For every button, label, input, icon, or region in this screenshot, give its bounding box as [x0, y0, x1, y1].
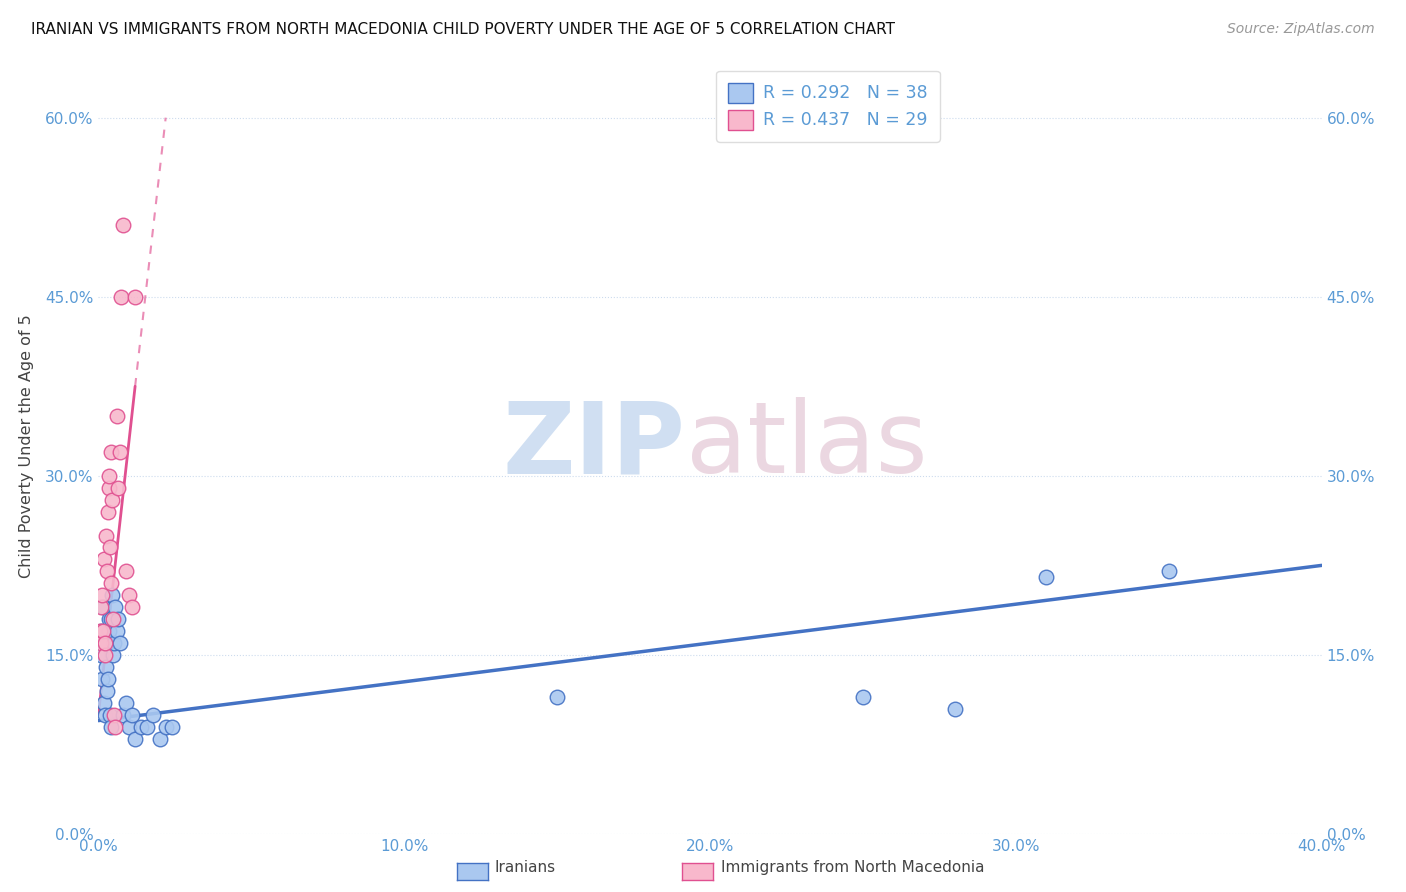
Point [103, 707, 125, 722]
Point [91, 624, 114, 638]
Point [100, 576, 122, 591]
Point [1035, 570, 1057, 584]
Point [100, 720, 122, 734]
Point [96, 565, 118, 579]
Point [115, 565, 138, 579]
Point [121, 707, 143, 722]
Point [94, 660, 117, 674]
Point [97, 612, 120, 626]
Point [852, 690, 875, 704]
Point [136, 720, 159, 734]
Y-axis label: Child Poverty Under the Age of 5: Child Poverty Under the Age of 5 [18, 314, 34, 578]
Point [101, 648, 124, 662]
Point [98, 541, 121, 555]
Point [90, 636, 112, 650]
Point [97, 505, 120, 519]
Point [94, 528, 117, 542]
Point [118, 720, 141, 734]
Point [91, 600, 114, 615]
Point [111, 218, 134, 232]
Point [149, 731, 172, 746]
Point [91, 672, 114, 686]
Point [142, 707, 165, 722]
Point [110, 290, 132, 304]
Point [111, 707, 134, 722]
Point [90, 600, 112, 615]
Point [107, 481, 129, 495]
Point [90, 648, 112, 662]
Text: ZIP: ZIP [503, 398, 686, 494]
Point [124, 290, 146, 304]
Point [546, 690, 568, 704]
Point [115, 696, 138, 710]
Point [91, 588, 114, 602]
Point [93, 707, 115, 722]
Point [90, 624, 112, 638]
Point [98, 707, 121, 722]
Point [93, 696, 115, 710]
Point [98, 468, 121, 483]
Point [129, 720, 152, 734]
Point [97, 481, 120, 495]
Point [89, 624, 111, 638]
Point [94, 636, 117, 650]
Point [97, 672, 120, 686]
Text: IRANIAN VS IMMIGRANTS FROM NORTH MACEDONIA CHILD POVERTY UNDER THE AGE OF 5 CORR: IRANIAN VS IMMIGRANTS FROM NORTH MACEDON… [31, 22, 896, 37]
Point [108, 636, 131, 650]
Text: atlas: atlas [686, 398, 927, 494]
Point [98, 624, 121, 638]
Text: Source: ZipAtlas.com: Source: ZipAtlas.com [1227, 22, 1375, 37]
Point [101, 612, 124, 626]
Point [1157, 565, 1180, 579]
Point [93, 552, 115, 566]
Point [104, 600, 127, 615]
Point [160, 720, 183, 734]
Text: Immigrants from North Macedonia: Immigrants from North Macedonia [721, 860, 984, 874]
Point [101, 588, 124, 602]
Point [155, 720, 177, 734]
Text: Iranians: Iranians [495, 860, 555, 874]
Legend: R = 0.292   N = 38, R = 0.437   N = 29: R = 0.292 N = 38, R = 0.437 N = 29 [716, 70, 939, 142]
Point [105, 624, 128, 638]
Point [108, 445, 131, 459]
Point [121, 600, 143, 615]
Point [101, 492, 124, 507]
Point [94, 636, 117, 650]
Point [104, 720, 127, 734]
Point [103, 636, 125, 650]
Point [100, 612, 122, 626]
Point [118, 588, 141, 602]
Point [107, 612, 129, 626]
Point [96, 683, 118, 698]
Point [93, 648, 115, 662]
Point [124, 731, 146, 746]
Point [943, 701, 966, 715]
Point [100, 445, 122, 459]
Point [105, 409, 128, 424]
